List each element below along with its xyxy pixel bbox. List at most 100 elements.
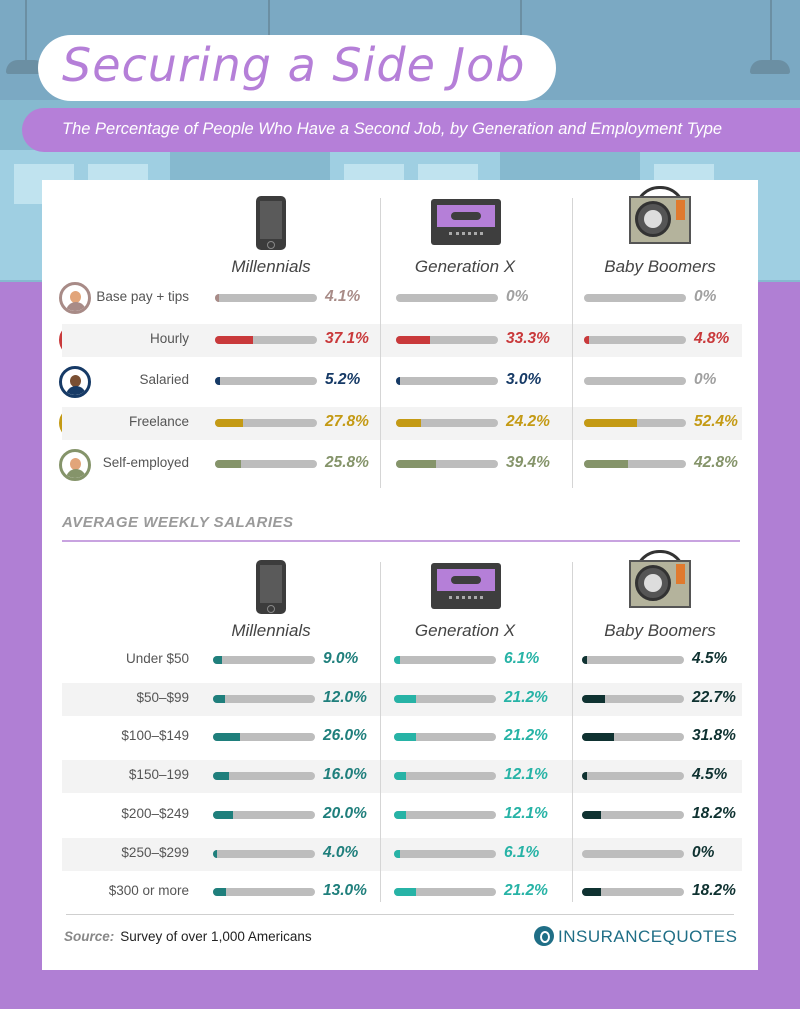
source-note: Source: Survey of over 1,000 Americans [64, 929, 312, 944]
bar [215, 418, 244, 427]
bar [394, 772, 407, 781]
row-label: $50–$99 [136, 689, 189, 705]
self-employed-avatar-icon [59, 449, 91, 481]
generation-label: Millennials [231, 621, 311, 640]
data-label: 21.2% [504, 688, 548, 706]
bar [396, 335, 430, 344]
source-label: Source: [64, 929, 115, 944]
lamp-icon [770, 0, 772, 60]
page-subtitle: The Percentage of People Who Have a Seco… [62, 120, 723, 138]
boombox-icon [629, 550, 691, 610]
generation-label: Millennials [231, 257, 311, 276]
data-label: 20.0% [323, 804, 367, 822]
subtitle-banner [22, 108, 800, 152]
bar [396, 418, 421, 427]
data-label: 0% [692, 843, 715, 861]
bar [396, 460, 437, 468]
data-label: 18.2% [692, 804, 736, 822]
data-label: 12.1% [504, 804, 548, 822]
bar-track [394, 810, 496, 819]
generation-label: Generation X [414, 621, 516, 640]
phone-icon [256, 196, 286, 250]
row-label: $200–$249 [121, 805, 189, 821]
data-label: 24.2% [506, 412, 550, 430]
bar [215, 294, 220, 302]
row-label: Hourly [149, 330, 189, 346]
source-text: Survey of over 1,000 Americans [120, 929, 312, 944]
generation-label: Baby Boomers [604, 257, 716, 276]
data-label: 5.2% [325, 371, 361, 388]
bar-track [394, 694, 496, 703]
bar [394, 810, 407, 819]
data-label: 0% [694, 288, 717, 305]
bar-track [584, 294, 686, 302]
bar-track [582, 888, 684, 897]
data-label: 6.1% [504, 650, 540, 667]
bar-track [213, 810, 315, 819]
base-pay-avatar-icon [59, 282, 91, 314]
data-label: 13.0% [323, 882, 367, 900]
column-divider [572, 198, 573, 488]
cassette-icon [431, 563, 501, 609]
bar-track [582, 694, 684, 703]
bar-track [394, 733, 496, 742]
bar [213, 888, 227, 897]
bar-track [394, 888, 496, 897]
section-divider [62, 540, 740, 542]
cassette-icon [431, 199, 501, 245]
bar [213, 694, 226, 703]
bar [584, 460, 628, 468]
bar [394, 849, 401, 858]
column-divider [380, 198, 381, 488]
bar-track [582, 733, 684, 742]
data-label: 26.0% [323, 727, 367, 745]
title-banner [38, 35, 556, 101]
data-label: 16.0% [323, 766, 367, 784]
footer-divider [66, 914, 734, 915]
bar [582, 772, 587, 781]
bar [213, 772, 230, 781]
bar-track [582, 810, 684, 819]
row-label: Base pay + tips [96, 289, 189, 304]
bar-track [215, 335, 317, 344]
row-label: $250–$299 [121, 844, 189, 860]
row-label: Self-employed [102, 455, 189, 470]
row-label: Freelance [128, 413, 189, 429]
bar-track [396, 335, 498, 344]
row-label: $100–$149 [121, 728, 189, 744]
column-divider [380, 562, 381, 902]
data-label: 4.1% [325, 288, 361, 305]
row-label: Salaried [139, 372, 189, 387]
bar [215, 460, 242, 468]
bar-track [215, 294, 317, 302]
bar-track [215, 418, 317, 427]
bar-track [213, 772, 315, 781]
data-label: 42.8% [694, 454, 738, 471]
data-label: 27.8% [325, 412, 369, 430]
data-label: 31.8% [692, 727, 736, 745]
bar [582, 694, 606, 703]
lamp-shade-icon [750, 60, 790, 74]
data-label: 4.5% [692, 766, 728, 784]
bar-track [396, 294, 498, 302]
data-label: 4.5% [692, 650, 728, 667]
row-label: $150–199 [128, 767, 189, 783]
data-label: 4.0% [323, 843, 359, 861]
lamp-icon [520, 0, 522, 36]
bar-track [396, 377, 498, 385]
bar-track [584, 377, 686, 385]
bar-track [584, 335, 686, 344]
bar [213, 733, 240, 742]
row-label: $300 or more [108, 883, 189, 899]
brand-icon [534, 926, 554, 946]
bar [215, 335, 253, 344]
data-label: 9.0% [323, 650, 359, 667]
generation-label: Baby Boomers [604, 621, 716, 640]
brand-name: INSURANCEQUOTES [558, 927, 738, 946]
data-label: 3.0% [506, 371, 542, 388]
bar-track [213, 656, 315, 664]
data-label: 0% [506, 288, 529, 305]
bar [584, 418, 638, 427]
section-title: AVERAGE WEEKLY SALARIES [62, 514, 294, 531]
lamp-icon [268, 0, 270, 36]
